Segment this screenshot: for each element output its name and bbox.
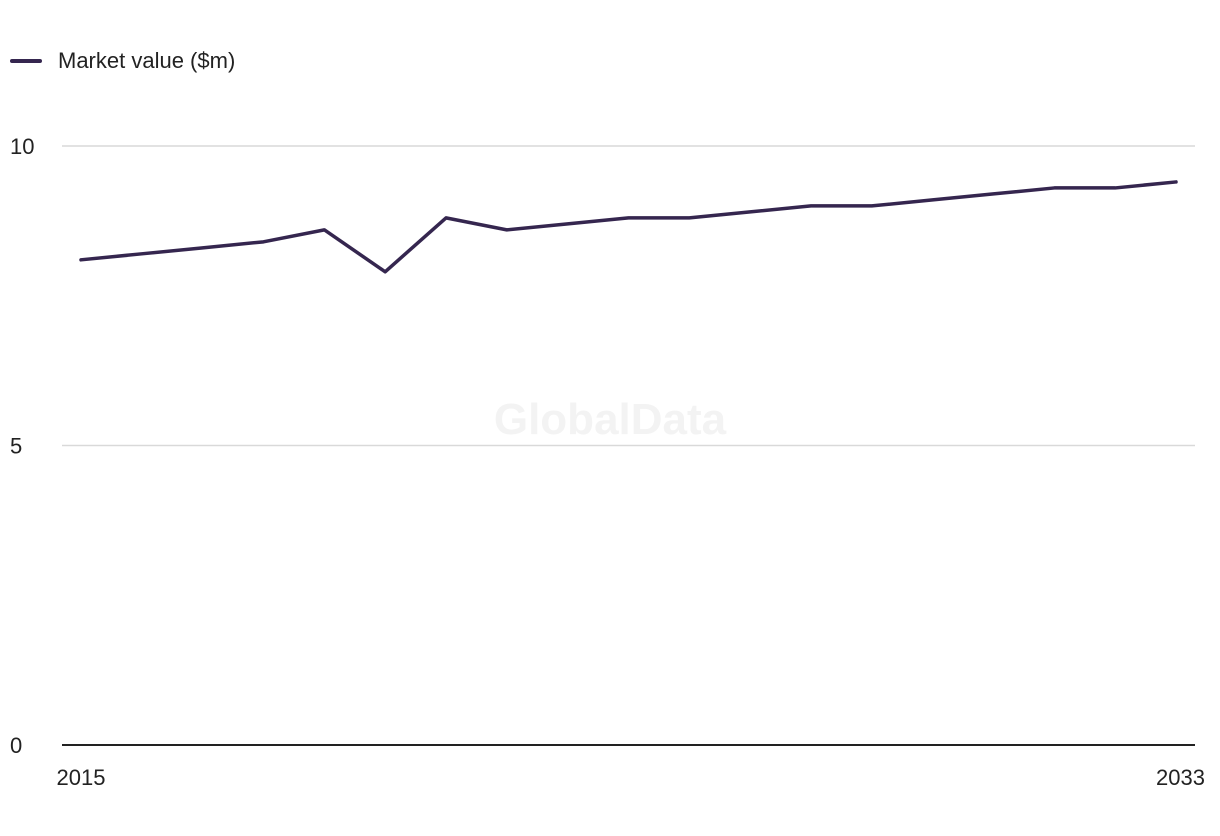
grid-lines [62, 145, 1195, 746]
data-point [322, 228, 326, 232]
data-point [627, 216, 631, 220]
data-point [1052, 186, 1056, 190]
watermark: GlobalData [494, 395, 727, 444]
x-axis-ticks: 2015 2033 [57, 765, 1205, 790]
data-point [444, 216, 448, 220]
legend-swatch [10, 59, 42, 63]
data-point [992, 192, 996, 196]
legend: Market value ($m) [10, 46, 235, 76]
data-point [1174, 180, 1178, 184]
legend-label: Market value ($m) [58, 48, 236, 73]
data-point [870, 204, 874, 208]
data-point [809, 204, 813, 208]
y-tick-label: 5 [10, 434, 22, 459]
data-point [505, 228, 509, 232]
series-line [79, 180, 1178, 274]
data-point [79, 258, 83, 262]
y-tick-label: 10 [10, 134, 34, 159]
y-axis-ticks: 0 5 10 [10, 134, 34, 758]
data-point [566, 222, 570, 226]
data-point [262, 240, 266, 244]
data-point [140, 252, 144, 256]
series-layer [79, 180, 1178, 274]
data-point [687, 216, 691, 220]
data-point [748, 210, 752, 214]
x-tick-label: 2033 [1156, 765, 1205, 790]
data-point [1113, 186, 1117, 190]
y-tick-label: 0 [10, 733, 22, 758]
data-point [931, 198, 935, 202]
data-point [383, 270, 387, 274]
x-tick-label: 2015 [57, 765, 106, 790]
data-point [201, 246, 205, 250]
